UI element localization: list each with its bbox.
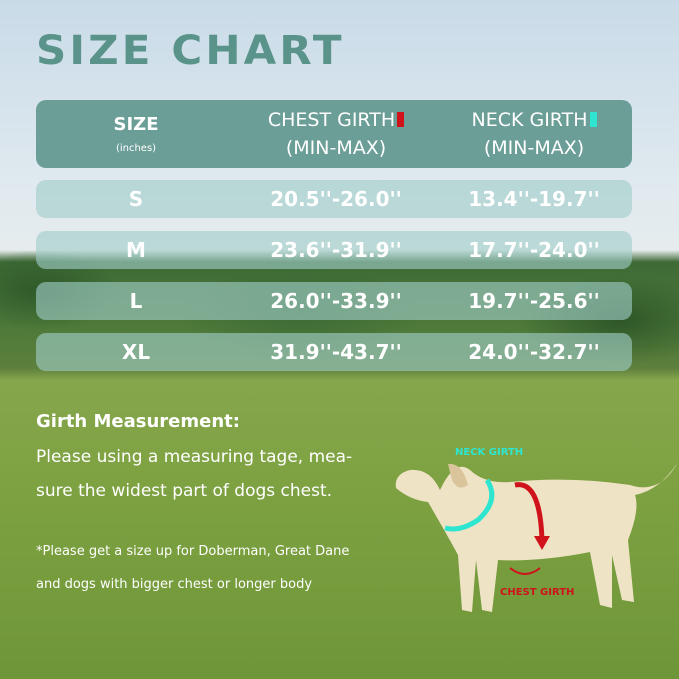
neck-header: NECK GIRTH [471, 109, 588, 131]
chest-cell: 31.9''-43.7'' [270, 340, 402, 364]
neck-cell: 13.4''-19.7'' [468, 187, 600, 211]
dog-illustration [395, 462, 678, 612]
dog-ear [448, 463, 468, 488]
neck-color-marker [589, 112, 597, 127]
chest-cell: 20.5''-26.0'' [270, 187, 402, 211]
size-header: SIZE [113, 114, 159, 135]
chest-header: CHEST GIRTH [267, 109, 396, 131]
note-line2: and dogs with bigger chest or longer bod… [36, 577, 313, 592]
neck-range-label: (MIN-MAX) [483, 137, 585, 159]
page-title: SIZE CHART [36, 28, 345, 74]
table-header: SIZE (inches) CHEST GIRTH (MIN-MAX) NECK G… [36, 100, 632, 168]
girth-heading: Girth Measurement: [36, 411, 240, 432]
size-cell: L [129, 289, 143, 313]
size-cell: S [128, 187, 144, 211]
table-row: XL 31.9''-43.7'' 24.0''-32.7'' [36, 333, 632, 371]
size-cell: XL [121, 340, 151, 364]
table-row: S 20.5''-26.0'' 13.4''-19.7'' [36, 180, 632, 218]
note-line1: *Please get a size up for Doberman, Grea… [36, 544, 350, 559]
chest-color-marker [397, 112, 405, 127]
girth-text-line2: sure the widest part of dogs chest. [36, 481, 333, 501]
neck-cell: 24.0''-32.7'' [468, 340, 600, 364]
girth-text-line1: Please using a measuring tage, mea- [36, 447, 353, 467]
chest-girth-label: CHEST GIRTH [500, 587, 575, 598]
table-row: M 23.6''-31.9'' 17.7''-24.0'' [36, 231, 632, 269]
neck-cell: 19.7''-25.6'' [468, 289, 600, 313]
size-cell: M [126, 238, 146, 262]
chest-range-label: (MIN-MAX) [285, 137, 387, 159]
chest-girth-curve [509, 567, 541, 575]
chest-cell: 23.6''-31.9'' [270, 238, 402, 262]
unit-label: (inches) [115, 143, 157, 154]
chest-girth-arrow [514, 482, 545, 541]
table-row: L 26.0''-33.9'' 19.7''-25.6'' [36, 282, 632, 320]
neck-girth-ring [444, 478, 495, 532]
neck-cell: 17.7''-24.0'' [468, 238, 600, 262]
arrow-head-icon [534, 536, 550, 550]
chest-cell: 26.0''-33.9'' [270, 289, 402, 313]
neck-girth-label: NECK GIRTH [455, 447, 524, 458]
